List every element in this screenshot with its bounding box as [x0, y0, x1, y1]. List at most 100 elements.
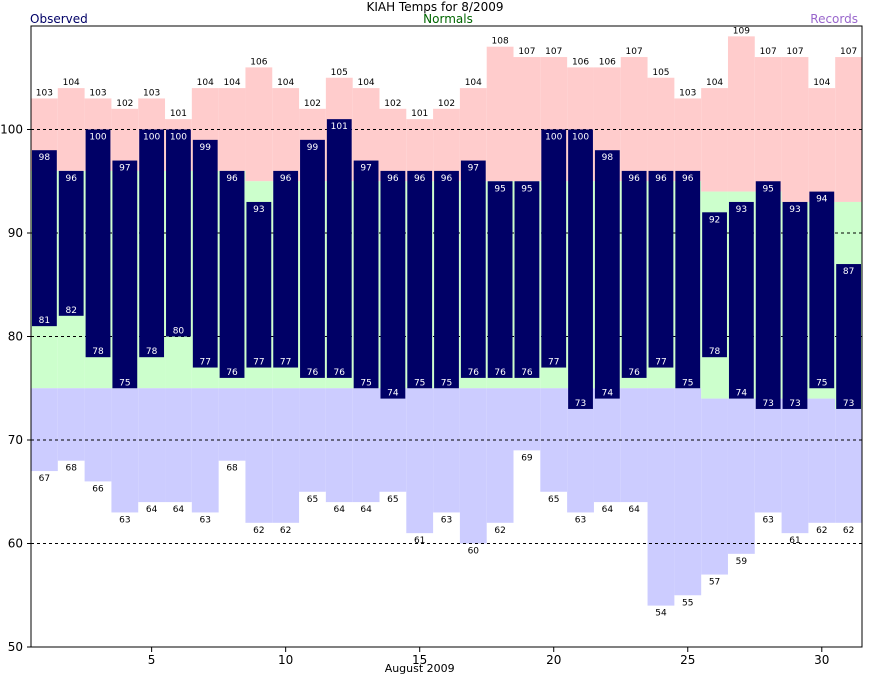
- observed-low-label: 75: [816, 378, 827, 388]
- observed-low-label: 80: [173, 327, 185, 337]
- observed-low-label: 75: [441, 378, 452, 388]
- record-low-area: [674, 388, 702, 596]
- observed-high-label: 96: [682, 174, 694, 184]
- record-high-label: 108: [492, 37, 509, 47]
- record-high-label: 104: [63, 78, 80, 88]
- record-low-label: 63: [762, 515, 773, 525]
- observed-bar: [621, 170, 647, 378]
- record-high-label: 103: [679, 88, 696, 98]
- record-high-area: [433, 108, 460, 182]
- observed-low-label: 76: [226, 368, 238, 378]
- record-high-label: 109: [733, 26, 750, 36]
- record-high-area: [620, 57, 648, 182]
- observed-high-label: 92: [709, 215, 720, 225]
- record-low-label: 67: [39, 474, 50, 484]
- record-high-area: [808, 88, 836, 202]
- axes: 50 60 70 80 90 100 5 10 15 20 25 30 August 2009: [0, 25, 863, 675]
- x-tick-label: 25: [680, 653, 695, 667]
- record-low-label: 65: [387, 495, 398, 505]
- observed-bar: [728, 201, 754, 399]
- record-high-label: 101: [411, 109, 428, 119]
- observed-bar: [675, 170, 701, 389]
- observed-high-label: 95: [494, 184, 505, 194]
- record-low-area: [781, 398, 809, 534]
- observed-high-label: 94: [816, 195, 828, 205]
- observed-bar: [487, 181, 513, 378]
- observed-bar: [353, 160, 379, 389]
- observed-bar: [648, 170, 674, 368]
- observed-bar: [702, 212, 727, 358]
- record-high-label: 105: [331, 68, 348, 78]
- chart-title: KIAH Temps for 8/2009: [366, 0, 504, 14]
- record-low-area: [165, 388, 192, 503]
- record-low-area: [138, 388, 166, 503]
- record-low-label: 66: [92, 484, 104, 494]
- observed-bar: [273, 170, 299, 368]
- observed-low-label: 76: [468, 368, 480, 378]
- record-high-area: [513, 57, 541, 182]
- observed-high-label: 100: [143, 133, 160, 143]
- observed-low-label: 77: [655, 358, 666, 368]
- record-high-label: 104: [813, 78, 830, 88]
- record-high-area: [111, 108, 139, 171]
- x-tick-label: 10: [278, 653, 293, 667]
- record-low-label: 64: [173, 505, 185, 515]
- observed-low-label: 73: [789, 399, 800, 409]
- record-low-label: 57: [709, 578, 720, 588]
- record-low-label: 59: [736, 557, 748, 567]
- observed-high-label: 97: [119, 164, 130, 174]
- observed-low-label: 76: [494, 368, 506, 378]
- x-tick-label: 20: [546, 653, 561, 667]
- observed-bar: [112, 160, 138, 389]
- observed-high-label: 93: [789, 205, 800, 215]
- record-low-label: 63: [119, 515, 130, 525]
- record-low-area: [620, 388, 648, 503]
- x-axis-label: August 2009: [385, 662, 455, 675]
- record-low-area: [433, 388, 460, 513]
- record-high-area: [674, 98, 702, 182]
- record-high-label: 106: [599, 57, 616, 67]
- record-low-area: [272, 388, 300, 523]
- observed-low-label: 78: [146, 347, 158, 357]
- record-low-label: 64: [628, 505, 640, 515]
- observed-low-label: 82: [65, 306, 76, 316]
- observed-bar: [836, 264, 861, 409]
- record-high-label: 106: [572, 57, 589, 67]
- record-low-label: 55: [682, 598, 693, 608]
- observed-high-label: 96: [280, 174, 292, 184]
- record-high-label: 101: [170, 109, 187, 119]
- record-high-label: 102: [384, 99, 401, 109]
- observed-bars: [32, 119, 861, 409]
- record-low-label: 62: [280, 526, 291, 536]
- observed-high-label: 98: [602, 153, 614, 163]
- record-low-area: [593, 388, 621, 503]
- observed-low-label: 77: [280, 358, 291, 368]
- record-high-label: 104: [197, 78, 214, 88]
- observed-low-label: 77: [548, 358, 559, 368]
- observed-high-label: 97: [360, 164, 371, 174]
- record-low-area: [808, 398, 836, 523]
- observed-low-label: 76: [334, 368, 346, 378]
- record-low-label: 69: [521, 453, 533, 463]
- observed-high-label: 95: [521, 184, 532, 194]
- record-high-label: 103: [36, 88, 53, 98]
- record-low-label: 62: [253, 526, 264, 536]
- record-high-label: 107: [760, 47, 777, 57]
- observed-bar: [166, 129, 191, 337]
- observed-bar: [594, 150, 620, 399]
- record-low-area: [835, 408, 862, 523]
- record-low-label: 64: [360, 505, 372, 515]
- record-high-label: 106: [250, 57, 267, 67]
- observed-bar: [219, 170, 245, 378]
- observed-high-label: 100: [572, 133, 589, 143]
- record-high-label: 103: [143, 88, 160, 98]
- observed-high-label: 100: [89, 133, 106, 143]
- record-high-label: 102: [304, 99, 321, 109]
- observed-high-label: 95: [762, 184, 773, 194]
- record-high-label: 102: [116, 99, 133, 109]
- observed-bar: [568, 129, 593, 409]
- observed-low-label: 76: [307, 368, 319, 378]
- record-low-label: 68: [65, 464, 77, 474]
- observed-bar: [755, 181, 781, 409]
